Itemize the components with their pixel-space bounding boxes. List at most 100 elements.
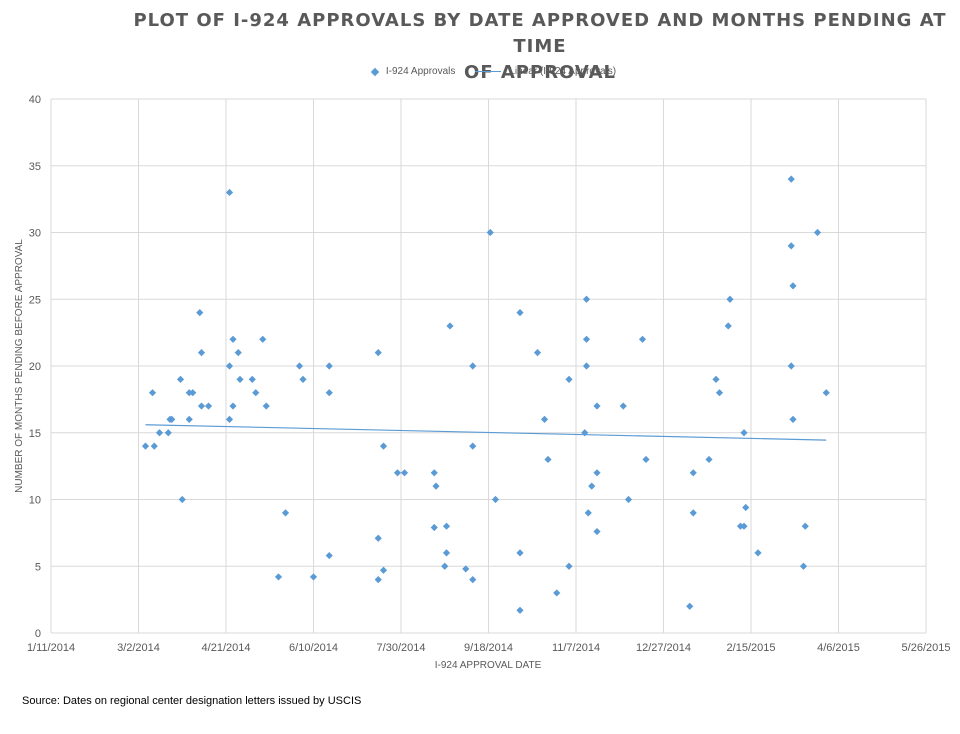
- data-point: [155, 429, 164, 437]
- data-point: [469, 576, 477, 584]
- legend: I-924 Approvals Linear (I-924 Approvals): [0, 66, 960, 77]
- legend-item-linear: Linear (I-924 Approvals): [475, 66, 616, 77]
- data-point: [624, 495, 633, 504]
- data-point: [724, 322, 732, 330]
- data-point: [799, 562, 808, 570]
- data-point: [593, 469, 601, 477]
- data-point: [225, 188, 234, 197]
- data-point: [491, 495, 500, 504]
- data-point: [141, 442, 150, 450]
- x-axis-ticks: 1/11/2014 3/2/2014 4/21/2014 6/10/2014 7/30/…: [27, 642, 951, 654]
- data-point: [236, 375, 244, 383]
- data-point: [148, 389, 157, 397]
- y-tick-label: 35: [29, 161, 41, 173]
- data-point: [259, 335, 267, 343]
- x-tick-label: 7/30/2014: [377, 642, 426, 654]
- data-point: [168, 415, 176, 423]
- data-point: [787, 175, 795, 183]
- x-tick-label: 4/6/2015: [817, 642, 860, 654]
- data-point: [262, 402, 270, 410]
- data-point: [150, 442, 158, 450]
- data-point: [379, 566, 388, 574]
- data-point: [553, 589, 561, 597]
- y-tick-label: 40: [29, 94, 41, 106]
- data-point: [441, 562, 449, 570]
- data-point: [642, 455, 650, 464]
- data-point: [742, 503, 750, 512]
- y-tick-label: 0: [35, 628, 41, 640]
- data-point: [582, 362, 591, 370]
- data-point: [189, 389, 197, 397]
- data-point: [469, 442, 477, 450]
- y-tick-label: 25: [29, 294, 41, 306]
- data-point: [638, 335, 647, 343]
- x-tick-label: 5/26/2015: [902, 642, 951, 654]
- data-point: [374, 534, 382, 542]
- y-tick-label: 30: [29, 228, 41, 240]
- data-point: [740, 429, 748, 437]
- data-point: [689, 509, 697, 517]
- x-tick-label: 1/11/2014: [27, 642, 75, 654]
- data-point: [813, 228, 822, 237]
- data-point: [593, 527, 601, 536]
- x-tick-label: 3/2/2014: [117, 642, 160, 654]
- data-point: [229, 402, 237, 410]
- data-point: [225, 415, 234, 423]
- data-point: [619, 402, 627, 410]
- data-point: [281, 509, 290, 517]
- data-point: [516, 549, 524, 557]
- source-note: Source: Dates on regional center designa…: [22, 695, 362, 707]
- data-point: [234, 349, 242, 357]
- trendline: [145, 424, 827, 441]
- data-point: [446, 322, 454, 330]
- data-point: [442, 549, 451, 557]
- data-point: [176, 375, 185, 383]
- y-tick-label: 15: [29, 428, 41, 440]
- data-point: [248, 375, 256, 383]
- y-tick-label: 10: [29, 495, 41, 507]
- data-point: [715, 389, 724, 397]
- x-tick-label: 11/7/2014: [552, 642, 600, 654]
- data-point: [379, 442, 388, 450]
- data-point: [430, 469, 438, 477]
- y-tick-label: 5: [35, 561, 41, 573]
- chart-title-line-1: PLOT OF I-924 APPROVALS BY DATE APPROVED…: [133, 10, 947, 57]
- data-point: [393, 469, 402, 477]
- data-point: [309, 573, 318, 581]
- y-tick-label: 20: [29, 361, 41, 373]
- data-point: [204, 402, 213, 410]
- data-point: [593, 402, 601, 410]
- data-point: [740, 522, 748, 530]
- data-point: [252, 389, 260, 397]
- data-point: [178, 495, 186, 504]
- data-point: [801, 522, 809, 530]
- data-point: [789, 282, 797, 290]
- data-point: [374, 349, 382, 357]
- data-point: [787, 362, 795, 370]
- data-point: [565, 562, 573, 570]
- x-tick-label: 9/18/2014: [464, 642, 513, 654]
- data-point: [516, 309, 524, 317]
- data-point: [442, 522, 451, 530]
- data-point: [565, 375, 573, 383]
- data-point: [588, 482, 596, 490]
- data-point: [582, 335, 591, 343]
- data-point: [225, 362, 234, 370]
- data-point: [400, 469, 409, 477]
- data-point: [185, 415, 193, 423]
- x-tick-label: 12/27/2014: [636, 642, 691, 654]
- data-point: [462, 565, 470, 573]
- data-point: [540, 415, 549, 423]
- data-point: [295, 362, 304, 370]
- x-tick-label: 2/15/2015: [727, 642, 776, 654]
- data-point: [516, 606, 524, 614]
- data-point: [726, 295, 734, 303]
- data-point: [374, 576, 382, 584]
- x-tick-label: 6/10/2014: [289, 642, 338, 654]
- data-point: [822, 389, 830, 397]
- data-point: [686, 602, 694, 610]
- data-point: [229, 335, 237, 343]
- data-point: [325, 362, 333, 370]
- chart-title-line-2: OF APPROVAL: [464, 62, 616, 83]
